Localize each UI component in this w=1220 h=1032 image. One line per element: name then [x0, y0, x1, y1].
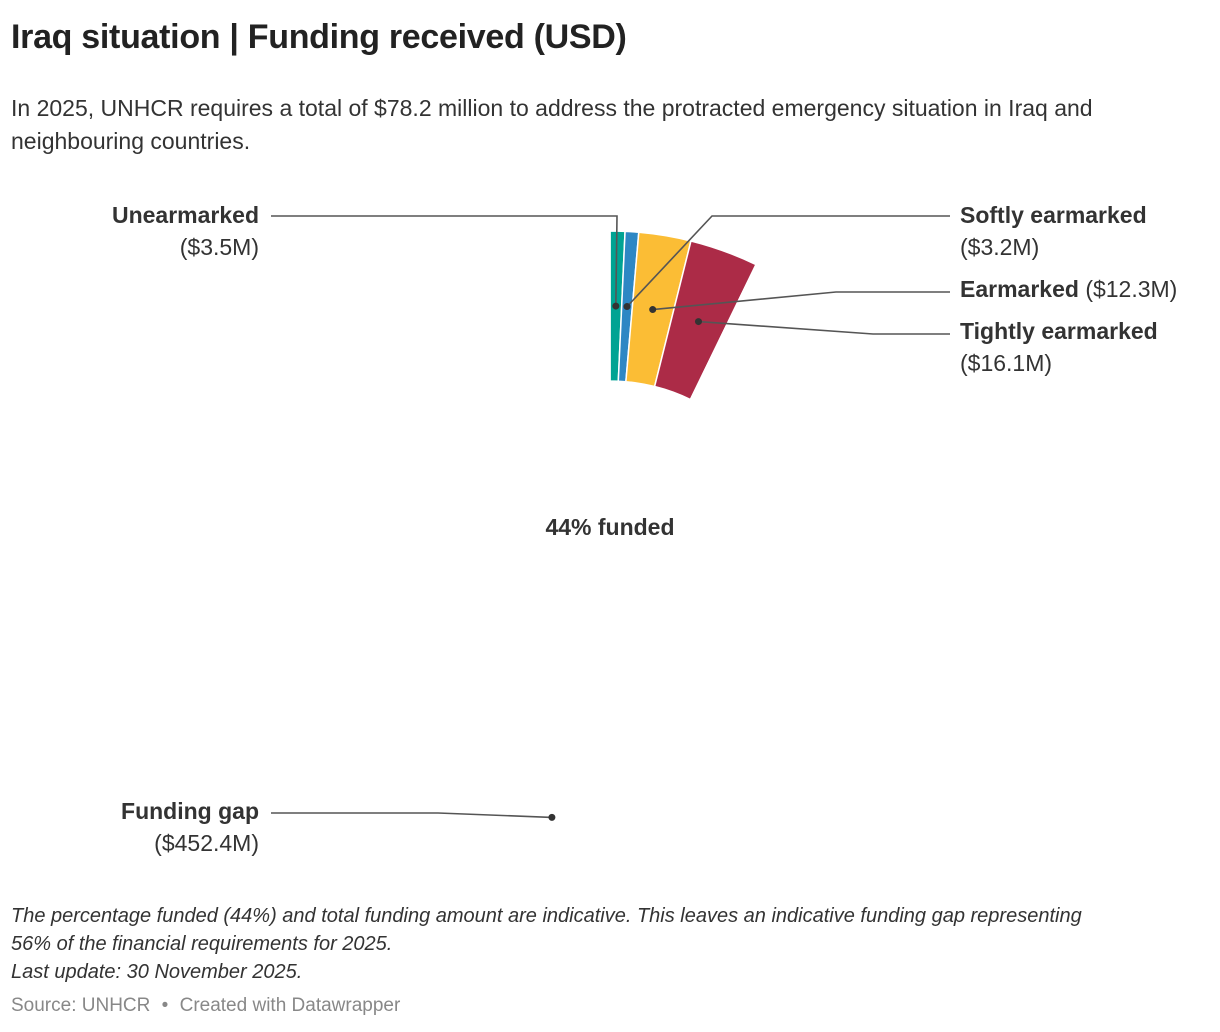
label-unearmarked-value: ($3.5M) — [180, 234, 259, 260]
label-funding-gap-name: Funding gap — [121, 798, 259, 824]
leader-line-softly-earmarked — [626, 215, 950, 308]
svg-text:Earmarked ($12.3M): Earmarked ($12.3M) — [960, 276, 1177, 302]
leader-line-unearmarked — [271, 215, 618, 307]
note-line-1: The percentage funded (44%) and total fu… — [11, 905, 1082, 927]
chart-footer: Source: UNHCR • Created with Datawrapper — [11, 995, 400, 1017]
chart-title: Iraq situation | Funding received (USD) — [11, 18, 627, 56]
note-line-3: Last update: 30 November 2025. — [11, 961, 303, 983]
leader-line-earmarked — [652, 291, 950, 311]
leader-dot-funding-gap — [548, 813, 556, 821]
label-tightly-earmarked-value: ($16.1M) — [960, 350, 1052, 376]
source-text: Source: UNHCR — [11, 995, 151, 1016]
leader-dot-unearmarked — [612, 302, 620, 310]
label-leaders — [271, 215, 950, 821]
footer-bullet: • — [161, 995, 169, 1016]
center-label: 44% funded — [545, 514, 674, 540]
note-line-2: 56% of the financial requirements for 20… — [11, 933, 393, 955]
label-funding-gap-value: ($452.4M) — [154, 830, 259, 856]
chart-subtitle: In 2025, UNHCR requires a total of $78.2… — [11, 95, 1093, 154]
label-softly-earmarked-name: Softly earmarked — [960, 202, 1147, 228]
chart-notes: The percentage funded (44%) and total fu… — [11, 902, 1211, 986]
donut-slice-funding-gap[interactable] — [275, 230, 945, 900]
leader-line-funding-gap — [271, 812, 552, 819]
label-softly-earmarked-value: ($3.2M) — [960, 234, 1039, 260]
label-tightly-earmarked-name: Tightly earmarked — [960, 318, 1158, 344]
leader-dot-tightly-earmarked — [694, 318, 702, 326]
leader-line-tightly-earmarked — [698, 320, 950, 335]
leader-dot-softly-earmarked — [623, 303, 631, 311]
leader-dot-earmarked — [649, 306, 657, 314]
label-unearmarked-name: Unearmarked — [112, 202, 259, 228]
label-earmarked-value: ($12.3M) — [1085, 276, 1177, 302]
credit-link[interactable]: Created with Datawrapper — [179, 995, 401, 1016]
label-earmarked-name: Earmarked — [960, 276, 1079, 302]
